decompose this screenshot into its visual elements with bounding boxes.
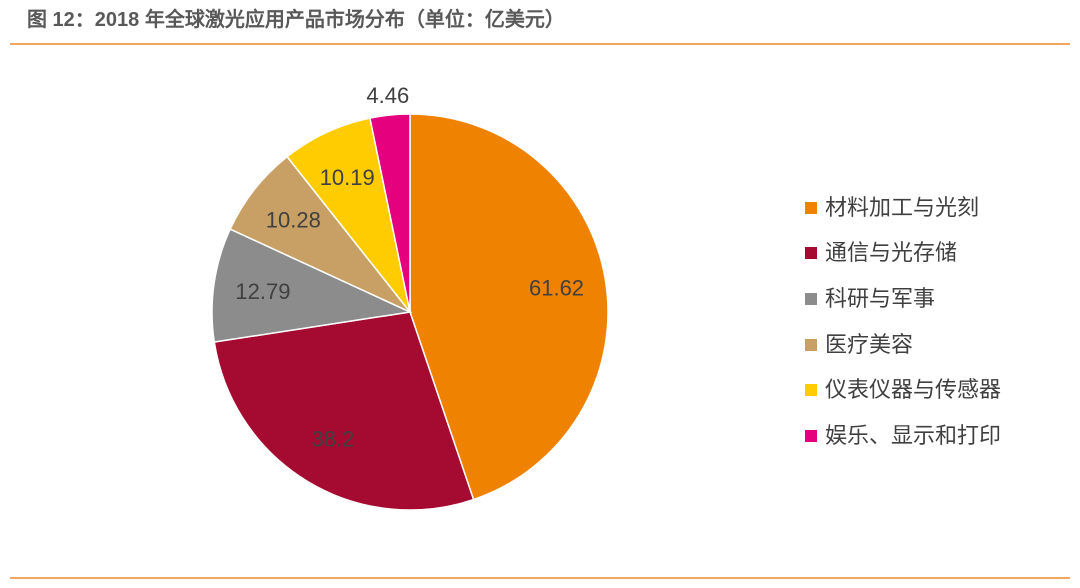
footer-divider: [10, 577, 1070, 579]
data-label-3: 12.79: [235, 279, 290, 304]
data-label-1: 61.62: [529, 275, 584, 300]
pie-slice-6: [369, 113, 411, 313]
legend-swatch: [805, 384, 817, 397]
pie-slice-2: [213, 311, 475, 511]
legend-item: 仪表仪器与传感器: [805, 367, 1001, 413]
data-label-5: 10.19: [320, 165, 375, 190]
legend-swatch: [805, 292, 817, 305]
legend-swatch: [805, 429, 817, 442]
data-label-4: 10.28: [266, 208, 321, 233]
data-label-6: 4.46: [366, 83, 409, 108]
legend-label: 科研与军事: [825, 285, 936, 311]
legend-swatch: [805, 201, 817, 214]
title-divider: [10, 43, 1070, 45]
pie-slice-1: [409, 113, 609, 501]
legend-item: 医疗美容: [805, 322, 1001, 368]
legend-label: 通信与光存储: [825, 240, 958, 266]
legend-label: 娱乐、显示和打印: [825, 422, 1002, 448]
pie-slice-3: [211, 228, 413, 343]
legend-item: 科研与军事: [805, 276, 1001, 322]
legend-item: 通信与光存储: [805, 231, 1001, 277]
legend-swatch: [805, 247, 817, 260]
legend-swatch: [805, 338, 817, 351]
pie-chart: 61.62 38.2 12.79 10.28 10.19 4.46: [211, 83, 609, 511]
legend: 材料加工与光刻 通信与光存储 科研与军事 医疗美容 仪表仪器与传感器 娱乐、显示…: [805, 185, 1001, 459]
legend-label: 医疗美容: [825, 331, 914, 357]
legend-label: 仪表仪器与传感器: [825, 377, 1002, 403]
legend-label: 材料加工与光刻: [825, 194, 980, 220]
legend-item: 材料加工与光刻: [805, 185, 1001, 231]
legend-item: 娱乐、显示和打印: [805, 413, 1001, 459]
data-label-2: 38.2: [311, 426, 354, 451]
chart-title: 图 12：2018 年全球激光应用产品市场分布（单位：亿美元）: [27, 9, 565, 31]
